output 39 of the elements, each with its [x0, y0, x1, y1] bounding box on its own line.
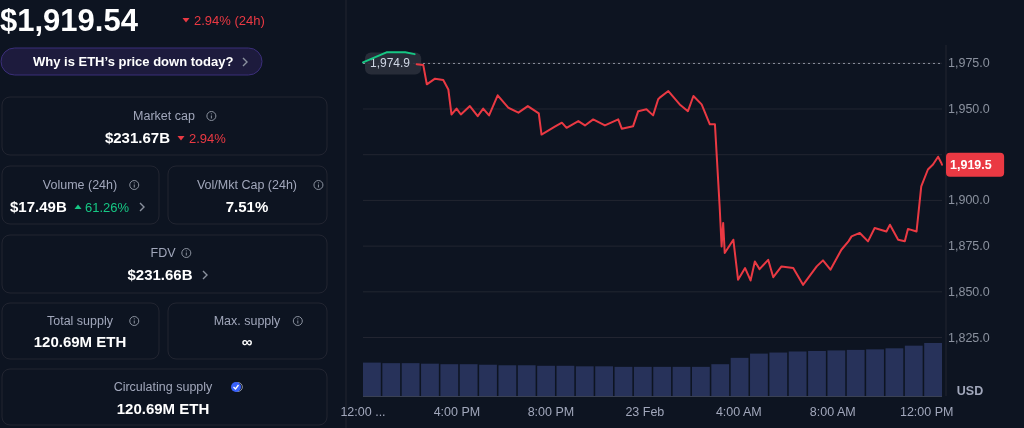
bar	[556, 365, 575, 396]
x-tick-label: 4:00 AM	[715, 405, 762, 419]
bar	[730, 357, 749, 396]
y-tick-label: 1,950.0	[948, 101, 990, 116]
text: ∞	[241, 333, 253, 350]
ref-line-label: 1,974.9	[370, 56, 411, 71]
bar	[614, 366, 633, 396]
text: Circulating supply	[113, 380, 214, 394]
x-tick-label: 8:00 AM	[809, 405, 856, 419]
text: Max. supply	[213, 314, 282, 328]
x-tick-label: 23 Feb	[625, 405, 665, 419]
y-tick-label: 1,900.0	[948, 193, 990, 208]
y-tick-label: 1,825.0	[948, 330, 990, 345]
y-axis-title: USD	[956, 384, 984, 398]
text: $231.67B	[104, 129, 171, 146]
x-tick-label: 12:00 PM	[899, 405, 954, 419]
x-tick-label: 8:00 PM	[527, 405, 575, 419]
bar	[672, 366, 691, 396]
text: $1,919.54	[0, 3, 139, 38]
text: 120.69M ETH	[33, 333, 127, 350]
text: $231.66B	[127, 266, 193, 283]
y-tick-label: 1,875.0	[948, 239, 990, 254]
y-tick-label: 1,850.0	[948, 284, 990, 299]
text: $17.49B	[10, 198, 67, 215]
text: 120.69M ETH	[116, 400, 210, 417]
text: 2.94% (24h)	[194, 13, 265, 28]
text: Market cap	[133, 109, 195, 123]
annotation: 1,919.5	[950, 158, 992, 173]
text: Volume (24h)	[42, 178, 118, 192]
text: Vol/Mkt Cap (24h)	[196, 178, 298, 192]
x-tick-label: 4:00 PM	[433, 405, 481, 419]
text: 61.26%	[85, 200, 130, 215]
x-tick-label: 12:00 ...	[340, 405, 386, 419]
text: 2.94%	[189, 131, 227, 146]
text: FDV	[150, 246, 177, 260]
text: 7.51%	[225, 198, 269, 215]
text: Why is ETH’s price down today?	[33, 54, 234, 69]
text: Total supply	[46, 314, 114, 328]
y-tick-label: 1,975.0	[948, 56, 990, 71]
